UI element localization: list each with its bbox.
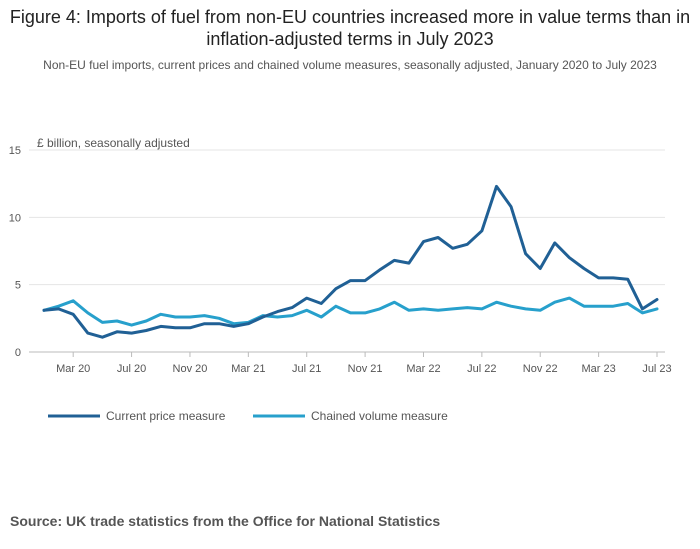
x-tick-label: Mar 22 bbox=[406, 363, 440, 375]
series-line-0 bbox=[42, 184, 659, 339]
series-lines bbox=[42, 184, 659, 339]
y-tick-label: 10 bbox=[9, 212, 21, 224]
gridlines bbox=[29, 149, 665, 353]
x-tick-label: Nov 21 bbox=[348, 363, 383, 375]
x-tick-label: Jul 22 bbox=[467, 363, 496, 375]
y-tick-label: 15 bbox=[9, 145, 21, 157]
x-tick-label: Mar 20 bbox=[56, 363, 90, 375]
legend: Current price measure Chained volume meas… bbox=[48, 409, 448, 423]
legend-label-1: Chained volume measure bbox=[311, 409, 448, 423]
x-tick-label: Jul 20 bbox=[117, 363, 146, 375]
y-tick-label: 5 bbox=[15, 280, 21, 292]
x-tick-label: Jul 23 bbox=[642, 363, 671, 375]
chart-subtitle: Non-EU fuel imports, current prices and … bbox=[43, 58, 657, 72]
series-line-1 bbox=[42, 296, 659, 327]
x-tick-label: Nov 20 bbox=[173, 363, 208, 375]
x-tick-label: Mar 23 bbox=[581, 363, 615, 375]
x-tick-label: Jul 21 bbox=[292, 363, 321, 375]
chart-title: Figure 4: Imports of fuel from non-EU co… bbox=[9, 7, 691, 49]
y-axis-ticks: 0 5 10 15 bbox=[9, 145, 21, 359]
y-axis-label: £ billion, seasonally adjusted bbox=[37, 136, 190, 150]
legend-label-0: Current price measure bbox=[106, 409, 226, 423]
x-tick-label: Mar 21 bbox=[231, 363, 265, 375]
x-axis-ticks: Mar 20 Jul 20 Nov 20 Mar 21 Jul 21 Nov 21 Mar … bbox=[56, 352, 672, 375]
x-tick-label: Nov 22 bbox=[523, 363, 558, 375]
y-tick-label: 0 bbox=[15, 347, 21, 359]
source-note: Source: UK trade statistics from the Off… bbox=[10, 513, 441, 529]
